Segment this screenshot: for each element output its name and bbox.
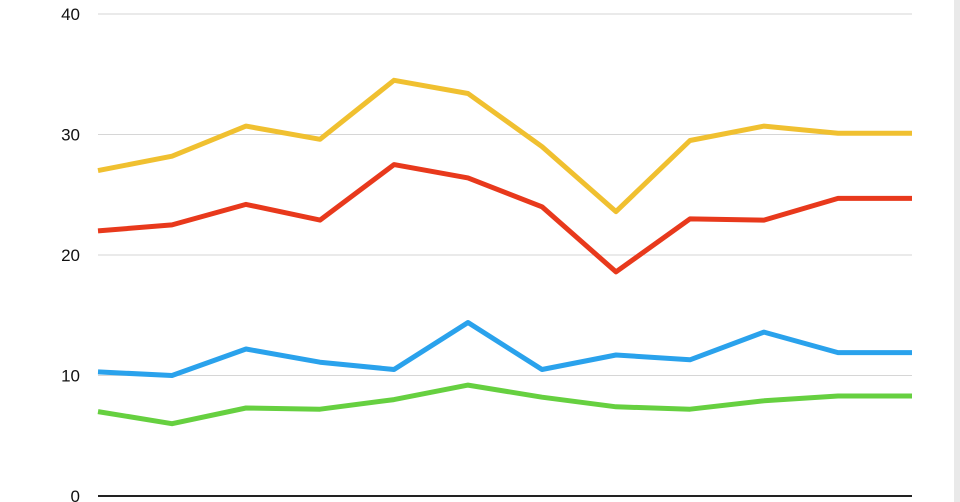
y-tick-label: 10 <box>61 367 80 386</box>
series-line-1 <box>97 77 912 215</box>
series-lines <box>97 77 912 427</box>
grid-lines <box>98 13 912 376</box>
series-line-2 <box>97 162 912 275</box>
y-tick-label: 20 <box>61 246 80 265</box>
y-tick-labels: 0 10 20 30 40 <box>61 5 80 502</box>
y-tick-label: 30 <box>61 126 80 145</box>
y-tick-label: 0 <box>71 487 80 502</box>
window-edge <box>954 0 960 502</box>
series-line-4 <box>97 382 912 427</box>
y-tick-label: 40 <box>61 5 80 24</box>
series-line-3 <box>97 320 912 378</box>
